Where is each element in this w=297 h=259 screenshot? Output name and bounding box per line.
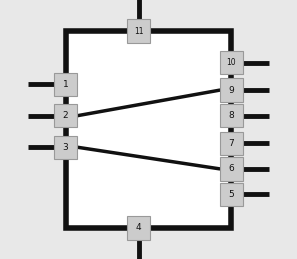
Text: 4: 4 (136, 224, 141, 232)
Text: 10: 10 (227, 58, 236, 67)
FancyBboxPatch shape (54, 104, 77, 127)
Bar (66, 31, 231, 228)
Text: 2: 2 (63, 111, 68, 120)
FancyBboxPatch shape (54, 135, 77, 159)
Text: 7: 7 (228, 139, 234, 148)
FancyBboxPatch shape (127, 216, 150, 240)
FancyBboxPatch shape (220, 183, 243, 206)
FancyBboxPatch shape (54, 73, 77, 96)
Text: 6: 6 (228, 164, 234, 173)
Text: 9: 9 (228, 86, 234, 95)
Text: 5: 5 (228, 190, 234, 199)
FancyBboxPatch shape (220, 51, 243, 74)
Text: 8: 8 (228, 111, 234, 120)
FancyBboxPatch shape (220, 78, 243, 102)
FancyBboxPatch shape (220, 132, 243, 155)
Text: 1: 1 (63, 80, 69, 89)
FancyBboxPatch shape (220, 157, 243, 181)
Text: 3: 3 (63, 143, 69, 152)
FancyBboxPatch shape (220, 104, 243, 127)
FancyBboxPatch shape (127, 19, 150, 43)
Text: 11: 11 (134, 27, 143, 35)
